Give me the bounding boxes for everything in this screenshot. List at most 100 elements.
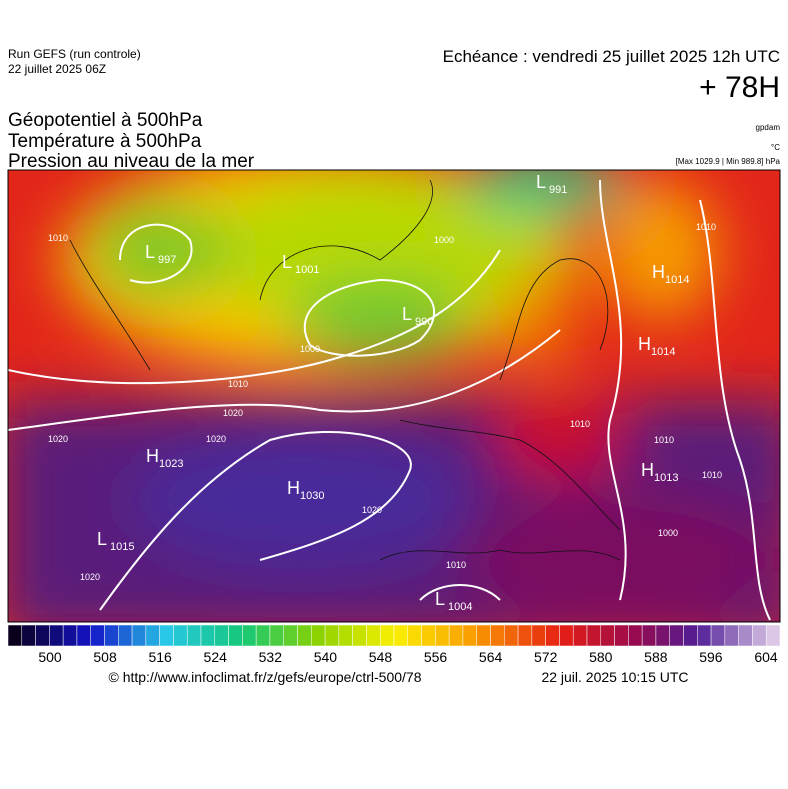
run-date: 22 juillet 2025 06Z bbox=[8, 62, 106, 76]
isobar-label: 1020 bbox=[223, 408, 243, 418]
isobar-label: 1010 bbox=[228, 379, 248, 389]
colorbar-tick-label: 604 bbox=[754, 649, 778, 665]
colorbar-tick-label: 524 bbox=[204, 649, 228, 665]
center-letter: H bbox=[146, 446, 159, 466]
center-value: 1001 bbox=[295, 264, 319, 276]
isobar-label: 1010 bbox=[654, 435, 674, 445]
run-label: Run GEFS (run controle) bbox=[8, 47, 141, 61]
isobar-label: 1000 bbox=[434, 235, 454, 245]
colorbar-swatch bbox=[448, 624, 464, 647]
isobar-label: 1010 bbox=[48, 233, 68, 243]
colorbar-swatch bbox=[338, 624, 353, 647]
colorbar-swatch bbox=[7, 624, 23, 647]
isobar-label: 1020 bbox=[48, 434, 68, 444]
isobar-label: 1010 bbox=[702, 470, 722, 480]
coastlines bbox=[69, 179, 621, 561]
map-field bbox=[8, 170, 780, 622]
colorbar-swatch bbox=[159, 624, 174, 647]
center-letter: L bbox=[282, 252, 292, 272]
colorbar-swatch bbox=[504, 624, 519, 647]
colorbar-swatch bbox=[118, 624, 133, 647]
colorbar-swatch bbox=[545, 624, 560, 647]
center-letter: H bbox=[638, 334, 651, 354]
colorbar-swatch bbox=[641, 624, 657, 647]
colorbar-swatch bbox=[517, 624, 533, 647]
colorbar-swatch bbox=[559, 624, 574, 647]
source-url: © http://www.infoclimat.fr/z/gefs/europe… bbox=[108, 669, 421, 685]
center-value: 1013 bbox=[654, 472, 678, 484]
colorbar-swatch bbox=[710, 624, 726, 647]
colorbar-tick-label: 540 bbox=[314, 649, 338, 665]
colorbar-swatch bbox=[324, 624, 340, 647]
colorbar-swatch bbox=[683, 624, 698, 647]
colorbar-swatch bbox=[614, 624, 629, 647]
colorbar-tick-label: 572 bbox=[534, 649, 558, 665]
colorbar-swatch bbox=[738, 624, 753, 647]
center-letter: H bbox=[287, 478, 300, 498]
colorbar-swatch bbox=[228, 624, 243, 647]
colorbar-tick-label: 596 bbox=[699, 649, 723, 665]
isobars bbox=[8, 179, 771, 621]
colorbar-swatch bbox=[655, 624, 670, 647]
colorbar-swatch bbox=[600, 624, 615, 647]
field-label: Géopotentiel à 500hPa bbox=[8, 110, 203, 131]
colorbar-swatch bbox=[200, 624, 216, 647]
center-value: 1014 bbox=[651, 346, 675, 358]
center-value: 997 bbox=[158, 254, 176, 266]
center-value: 1015 bbox=[110, 541, 134, 553]
center-value: 1030 bbox=[300, 490, 324, 502]
colorbar-tick-label: 516 bbox=[148, 649, 172, 665]
colorbar-swatch bbox=[214, 624, 229, 647]
colorbar-swatch bbox=[49, 624, 64, 647]
center-value: 1004 bbox=[448, 601, 472, 613]
center-value: 991 bbox=[549, 184, 567, 196]
isobar-label: 1010 bbox=[446, 560, 466, 570]
colorbar-swatch bbox=[462, 624, 477, 647]
colorbar-swatch bbox=[131, 624, 147, 647]
unit-label: [Max 1029.9 | Min 989.8] hPa bbox=[676, 157, 781, 166]
isobar-label: 1010 bbox=[570, 419, 590, 429]
isobar-label: 1020 bbox=[362, 505, 382, 515]
colorbar-swatch bbox=[490, 624, 505, 647]
colorbar-swatch bbox=[407, 624, 422, 647]
unit-label: °C bbox=[771, 143, 780, 152]
colorbar-swatch bbox=[669, 624, 684, 647]
colorbar-swatch bbox=[697, 624, 712, 647]
center-letter: L bbox=[97, 529, 107, 549]
field-label: Pression au niveau de la mer bbox=[8, 151, 255, 172]
center-value: 1014 bbox=[665, 274, 689, 286]
colorbar-swatch bbox=[186, 624, 202, 647]
colorbar-swatch bbox=[765, 624, 781, 647]
colorbar-swatch bbox=[572, 624, 588, 647]
colorbar-tick-label: 532 bbox=[259, 649, 283, 665]
colorbar-swatch bbox=[366, 624, 381, 647]
isobar-label: 1000 bbox=[658, 528, 678, 538]
colorbar-swatch bbox=[379, 624, 395, 647]
colorbar-swatch bbox=[145, 624, 160, 647]
colorbar-tick-label: 564 bbox=[479, 649, 503, 665]
colorbar-swatch bbox=[311, 624, 326, 647]
isobar-label: 1000 bbox=[300, 344, 320, 354]
center-letter: L bbox=[402, 304, 412, 324]
colorbar-swatch bbox=[421, 624, 436, 647]
map-frame bbox=[7, 169, 781, 623]
isobar-label: 1020 bbox=[206, 434, 226, 444]
colorbar-swatch bbox=[173, 624, 188, 647]
colorbar-swatch bbox=[586, 624, 602, 647]
colorbar-swatch bbox=[435, 624, 450, 647]
unit-label: gpdam bbox=[756, 123, 781, 132]
colorbar-swatch bbox=[724, 624, 739, 647]
center-letter: L bbox=[536, 172, 546, 192]
colorbar-tick-label: 588 bbox=[644, 649, 668, 665]
colorbar-tick-label: 580 bbox=[589, 649, 613, 665]
colorbar-tick-label: 556 bbox=[424, 649, 448, 665]
colorbar-swatch bbox=[90, 624, 105, 647]
colorbar-swatch bbox=[476, 624, 491, 647]
field-label: Température à 500hPa bbox=[8, 131, 202, 152]
center-letter: L bbox=[145, 242, 155, 262]
colorbar-swatch bbox=[242, 624, 257, 647]
isobar-label: 1010 bbox=[696, 222, 716, 232]
colorbar-swatch bbox=[35, 624, 50, 647]
center-value: 1023 bbox=[159, 458, 183, 470]
